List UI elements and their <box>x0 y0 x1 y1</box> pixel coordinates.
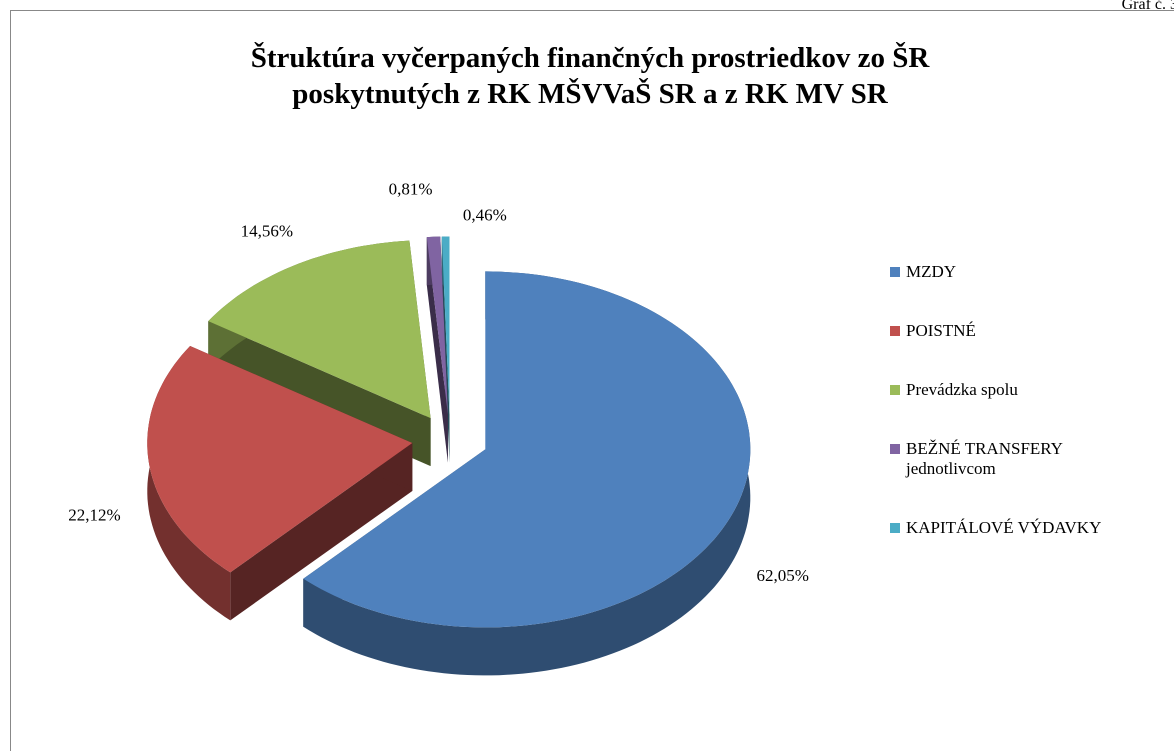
legend-swatch <box>890 267 900 277</box>
chart-frame <box>10 10 1174 751</box>
legend-swatch <box>890 385 900 395</box>
legend-item: KAPITÁLOVÉ VÝDAVKY <box>890 518 1152 538</box>
pie-plot: 62,05% 22,12% 14,56% 0,81% 0,46% <box>68 180 809 676</box>
legend-label: POISTNÉ <box>906 321 976 340</box>
legend-label: MZDY <box>906 262 957 281</box>
pie-tops <box>147 236 751 628</box>
slice <box>426 236 448 415</box>
data-label: 62,05% <box>756 566 808 585</box>
data-label: 0,81% <box>389 180 433 199</box>
chart-title: Štruktúra vyčerpaných finančných prostri… <box>250 42 930 110</box>
legend-item: Prevádzka spolu <box>890 380 1152 400</box>
legend-item: MZDY <box>890 262 1152 282</box>
legend-label: BEŽNÉ TRANSFERY jednotlivcom <box>906 439 1063 478</box>
data-labels: 62,05% 22,12% 14,56% 0,81% 0,46% <box>68 180 809 585</box>
slice <box>303 271 751 628</box>
legend: MZDY POISTNÉ Prevádzka spolu BEŽNÉ TRANSFER… <box>890 262 1152 577</box>
slice-side <box>441 236 450 463</box>
slice <box>208 240 431 419</box>
slice <box>441 236 450 415</box>
slice-side <box>426 237 448 463</box>
legend-label: Prevádzka spolu <box>906 380 1018 399</box>
slice-side <box>230 443 413 621</box>
data-label: 14,56% <box>241 221 293 240</box>
legend-item: BEŽNÉ TRANSFERY jednotlivcom <box>890 439 1152 479</box>
legend-swatch <box>890 523 900 533</box>
data-label: 0,46% <box>463 205 507 224</box>
slice-wall <box>303 271 751 676</box>
legend-swatch <box>890 326 900 336</box>
legend-item: POISTNÉ <box>890 321 1152 341</box>
legend-swatch <box>890 444 900 454</box>
legend-label: KAPITÁLOVÉ VÝDAVKY <box>906 518 1102 537</box>
slice <box>147 346 413 573</box>
data-label: 22,12% <box>68 506 120 525</box>
corner-label: Graf č. 36 <box>1121 0 1174 13</box>
